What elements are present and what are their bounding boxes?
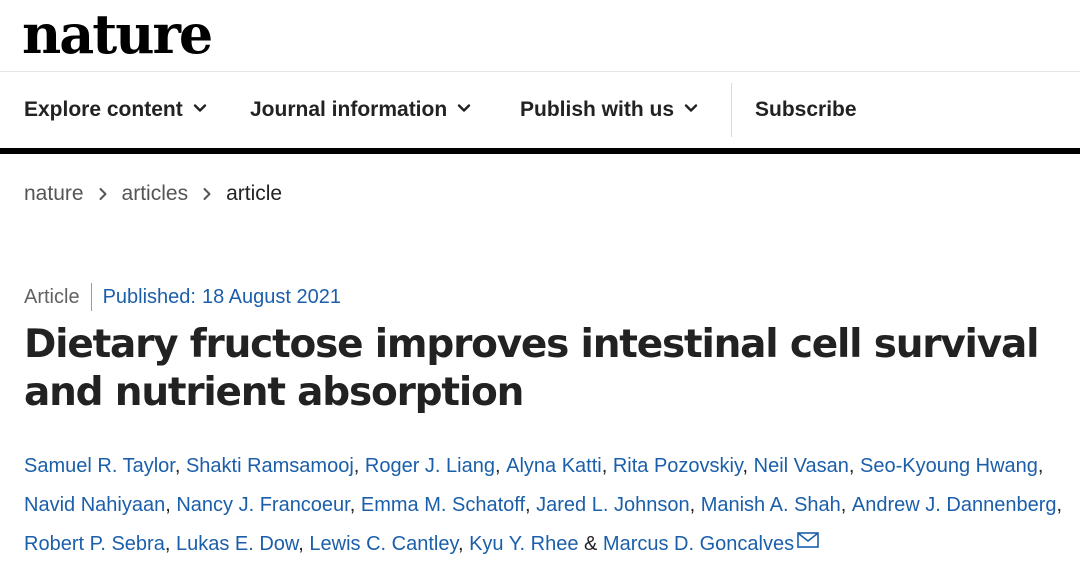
- author-link[interactable]: Roger J. Liang: [364, 455, 495, 477]
- nav-journal-information-label: Journal information: [250, 98, 448, 121]
- author-link[interactable]: Seo-Kyoung Hwang: [860, 455, 1038, 477]
- author-separator: ,: [164, 533, 176, 555]
- author-separator: ,: [601, 455, 613, 477]
- author-link[interactable]: Nancy J. Francoeur: [176, 494, 350, 516]
- author-separator: ,: [848, 455, 860, 477]
- chevron-down-icon: [193, 104, 206, 112]
- author-link[interactable]: Andrew J. Dannenberg: [851, 494, 1057, 516]
- author-link[interactable]: Marcus D. Goncalves: [602, 533, 795, 555]
- author-list: Samuel R. Taylor, Shakti Ramsamooj, Roge…: [24, 447, 1069, 564]
- published-label: Published:: [102, 285, 196, 308]
- author-separator: ,: [174, 455, 186, 477]
- author-link[interactable]: Emma M. Schatoff: [360, 494, 526, 516]
- author-item: Kyu Y. Rhee &: [469, 533, 603, 555]
- author-item: Jared L. Johnson,: [536, 494, 701, 516]
- author-separator: ,: [1037, 455, 1044, 477]
- nav-publish-with-us-label: Publish with us: [520, 98, 675, 121]
- author-separator: ,: [689, 494, 701, 516]
- author-separator: ,: [165, 494, 177, 516]
- author-item: Manish A. Shah,: [701, 494, 852, 516]
- author-item: Marcus D. Goncalves: [602, 532, 819, 555]
- author-separator: ,: [742, 455, 754, 477]
- masthead: nature: [0, 0, 1080, 72]
- nav-subscribe[interactable]: Subscribe: [755, 72, 857, 148]
- author-link[interactable]: Jared L. Johnson: [536, 494, 690, 516]
- published-date: 18 August 2021: [201, 285, 341, 308]
- author-link[interactable]: Samuel R. Taylor: [24, 455, 175, 477]
- author-separator: ,: [840, 494, 852, 516]
- chevron-right-icon: [203, 188, 211, 200]
- breadcrumb: nature articles article: [24, 182, 282, 206]
- author-link[interactable]: Shakti Ramsamooj: [185, 455, 354, 477]
- author-item: Alyna Katti,: [506, 455, 613, 477]
- article-meta: Article Published: 18 August 2021: [24, 283, 341, 311]
- breadcrumb-articles[interactable]: articles: [121, 182, 189, 205]
- article-type: Article: [24, 285, 80, 308]
- article-title: Dietary fructose improves intestinal cel…: [24, 322, 1039, 415]
- author-link[interactable]: Kyu Y. Rhee: [469, 533, 579, 555]
- chevron-down-icon: [684, 104, 698, 112]
- author-item: Samuel R. Taylor,: [24, 455, 186, 477]
- author-link[interactable]: Rita Pozovskiy: [612, 455, 743, 477]
- author-item: Shakti Ramsamooj,: [186, 455, 365, 477]
- author-link[interactable]: Manish A. Shah: [700, 494, 841, 516]
- author-separator: ,: [1056, 494, 1063, 516]
- author-item: Rita Pozovskiy,: [613, 455, 754, 477]
- nav-divider: [731, 83, 732, 137]
- author-link[interactable]: Lukas E. Dow: [175, 533, 299, 555]
- chevron-right-icon: [99, 188, 107, 200]
- author-separator: ,: [494, 455, 507, 477]
- nav-journal-information[interactable]: Journal information: [250, 72, 471, 148]
- nav-explore-content-label: Explore content: [24, 98, 183, 121]
- author-separator: ,: [353, 455, 365, 477]
- author-separator: ,: [349, 494, 361, 516]
- main-nav: Explore content Journal information Publ…: [0, 72, 1080, 154]
- author-item: Roger J. Liang,: [365, 455, 506, 477]
- author-item: Nancy J. Francoeur,: [176, 494, 361, 516]
- author-item: Lewis C. Cantley,: [309, 533, 469, 555]
- author-link[interactable]: Neil Vasan: [753, 455, 849, 477]
- author-item: Andrew J. Dannenberg,: [852, 494, 1062, 516]
- breadcrumb-article: article: [226, 182, 283, 205]
- author-separator: ,: [457, 533, 470, 555]
- nav-explore-content[interactable]: Explore content: [24, 72, 207, 148]
- author-item: Lukas E. Dow,: [176, 533, 309, 555]
- author-item: Seo-Kyoung Hwang,: [860, 455, 1043, 477]
- breadcrumb-nature[interactable]: nature: [24, 182, 84, 205]
- author-item: Navid Nahiyaan,: [24, 494, 176, 516]
- author-item: Neil Vasan,: [754, 455, 860, 477]
- author-link[interactable]: Alyna Katti: [506, 455, 602, 477]
- author-separator-last: &: [578, 533, 603, 555]
- author-item: Emma M. Schatoff,: [361, 494, 536, 516]
- author-item: Robert P. Sebra,: [24, 533, 176, 555]
- author-separator: ,: [525, 494, 537, 516]
- author-link[interactable]: Lewis C. Cantley: [309, 533, 458, 555]
- meta-divider: [90, 283, 92, 311]
- nature-logo[interactable]: nature: [22, 2, 213, 66]
- author-link[interactable]: Robert P. Sebra: [24, 533, 165, 555]
- author-link[interactable]: Navid Nahiyaan: [24, 494, 166, 516]
- author-separator: ,: [298, 533, 310, 555]
- nav-publish-with-us[interactable]: Publish with us: [520, 72, 698, 148]
- mail-icon[interactable]: [797, 532, 819, 548]
- nav-subscribe-label: Subscribe: [755, 98, 857, 121]
- chevron-down-icon: [457, 104, 471, 112]
